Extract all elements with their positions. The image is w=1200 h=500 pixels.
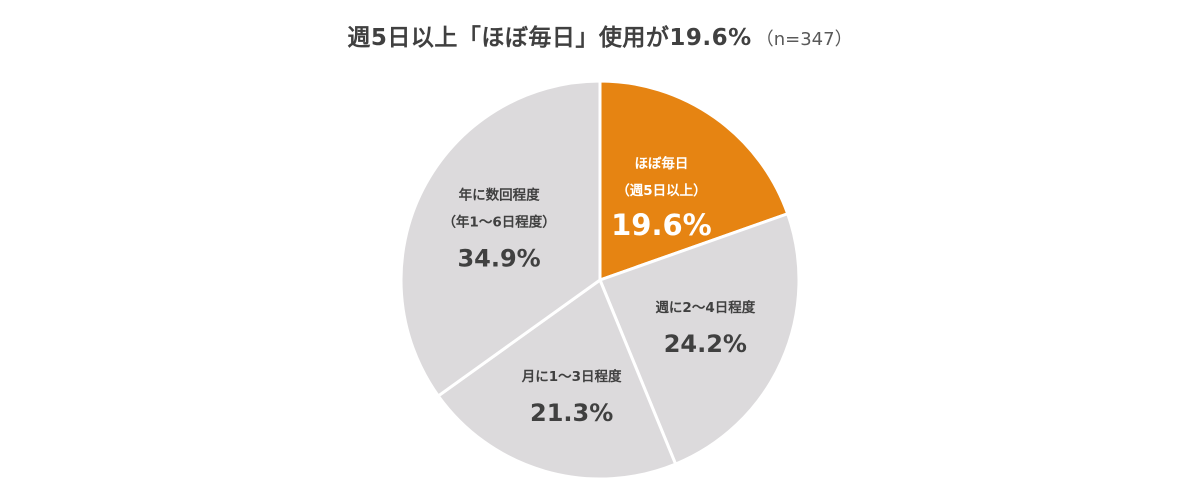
slice-category-sublabel-1: （週5日以上）: [616, 183, 706, 199]
slice-category-label-1: ほぼ毎日: [634, 155, 688, 172]
slice-category-label-3: 月に1～3日程度: [521, 368, 622, 385]
slice-value-label-1: 19.6%: [611, 208, 712, 242]
slice-value-label-2: 24.2%: [664, 330, 747, 358]
chart-title-main: 週5日以上「ほぼ毎日」使用が19.6%: [347, 25, 752, 51]
chart-sample-size: （n=347）: [755, 29, 853, 50]
slice-category-label-2: 週に2～4日程度: [655, 299, 755, 316]
pie-label-group-2: 週に2～4日程度 24.2%: [655, 299, 755, 358]
pie-slice-4: [399, 79, 602, 398]
slice-category-label-4: 年に数回程度: [459, 187, 540, 204]
pie-label-group-4: 年に数回程度 （年1～6日程度） 34.9%: [442, 187, 555, 273]
pie-slices: [399, 79, 801, 481]
pie-label-group-3: 月に1～3日程度 21.3%: [521, 368, 622, 427]
pie-slice-2: [598, 212, 801, 466]
pie-slice-3: [436, 278, 678, 481]
chart-title: 週5日以上「ほぼ毎日」使用が19.6% （n=347）: [0, 18, 1200, 52]
slice-value-label-4: 34.9%: [457, 245, 540, 273]
slice-category-sublabel-4: （年1～6日程度）: [442, 214, 555, 231]
pie-labels: ほぼ毎日 （週5日以上） 19.6% 週に2～4日程度 24.2% 月に1～3日程度 21.…: [442, 155, 755, 427]
slice-value-label-3: 21.3%: [530, 399, 613, 427]
pie-label-group-1: ほぼ毎日 （週5日以上） 19.6%: [611, 155, 712, 242]
